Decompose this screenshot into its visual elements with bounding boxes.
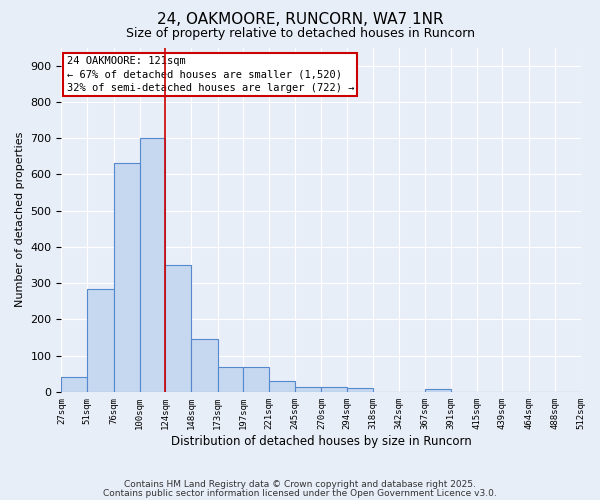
Bar [244,367,269,392]
Bar [165,265,191,392]
Bar [322,388,347,392]
Text: Contains HM Land Registry data © Crown copyright and database right 2025.: Contains HM Land Registry data © Crown c… [124,480,476,489]
Bar [87,288,114,392]
Text: Size of property relative to detached houses in Runcorn: Size of property relative to detached ho… [125,28,475,40]
Text: 24 OAKMOORE: 121sqm
← 67% of detached houses are smaller (1,520)
32% of semi-det: 24 OAKMOORE: 121sqm ← 67% of detached ho… [67,56,354,92]
Bar [425,389,451,392]
Bar [269,381,295,392]
Bar [218,367,244,392]
Bar [191,340,218,392]
X-axis label: Distribution of detached houses by size in Runcorn: Distribution of detached houses by size … [170,434,472,448]
Bar [61,378,87,392]
Bar [140,138,165,392]
Bar [347,388,373,392]
Bar [114,164,140,392]
Y-axis label: Number of detached properties: Number of detached properties [15,132,25,308]
Text: Contains public sector information licensed under the Open Government Licence v3: Contains public sector information licen… [103,488,497,498]
Text: 24, OAKMOORE, RUNCORN, WA7 1NR: 24, OAKMOORE, RUNCORN, WA7 1NR [157,12,443,26]
Bar [295,387,322,392]
